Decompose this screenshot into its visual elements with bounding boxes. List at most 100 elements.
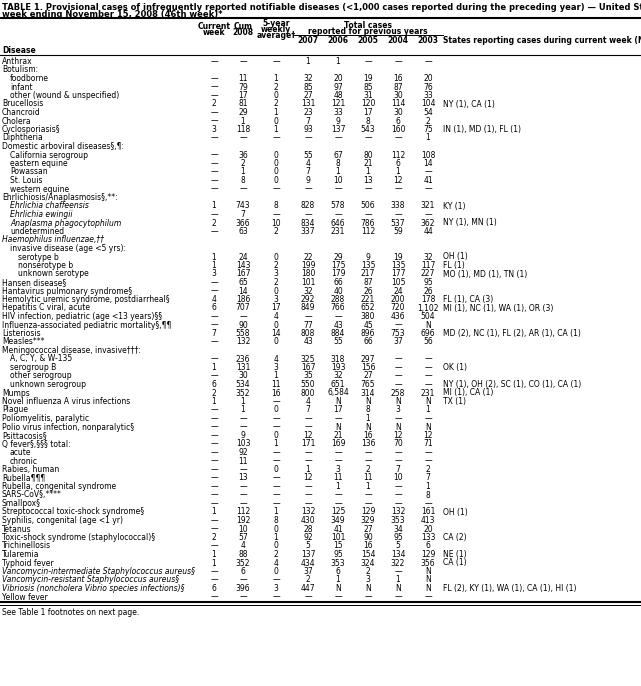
Text: 4: 4: [240, 541, 246, 550]
Text: —: —: [210, 448, 218, 457]
Text: Plague: Plague: [2, 405, 28, 414]
Text: 2: 2: [274, 550, 278, 559]
Text: Yellow fever: Yellow fever: [2, 593, 47, 602]
Text: 3: 3: [395, 405, 401, 414]
Text: KY (1): KY (1): [443, 202, 465, 211]
Text: OK (1): OK (1): [443, 363, 467, 372]
Text: 1: 1: [212, 508, 217, 517]
Text: —: —: [304, 134, 312, 143]
Text: SARS-CoV§,****: SARS-CoV§,****: [2, 490, 62, 499]
Text: N: N: [395, 397, 401, 406]
Text: 20: 20: [423, 74, 433, 83]
Text: 7: 7: [426, 473, 431, 482]
Text: 10: 10: [333, 176, 343, 185]
Text: —: —: [272, 185, 280, 193]
Text: 37: 37: [303, 567, 313, 576]
Text: 133: 133: [420, 533, 435, 542]
Text: —: —: [239, 593, 247, 602]
Text: 0: 0: [274, 117, 278, 126]
Text: 95: 95: [393, 533, 403, 542]
Text: 40: 40: [333, 287, 343, 296]
Text: MI (1), NC (1), WA (1), OR (3): MI (1), NC (1), WA (1), OR (3): [443, 303, 553, 313]
Text: 114: 114: [391, 99, 405, 108]
Text: —: —: [272, 473, 280, 482]
Text: —: —: [364, 185, 372, 193]
Text: 17: 17: [238, 91, 248, 100]
Text: —: —: [424, 167, 432, 176]
Text: NY (1), OH (2), SC (1), CO (1), CA (1): NY (1), OH (2), SC (1), CO (1), CA (1): [443, 380, 581, 389]
Text: —: —: [272, 456, 280, 466]
Text: 103: 103: [236, 440, 250, 449]
Text: 1: 1: [274, 74, 278, 83]
Text: 12: 12: [393, 431, 403, 440]
Text: 30: 30: [393, 91, 403, 100]
Text: FL (1), CA (3): FL (1), CA (3): [443, 295, 494, 304]
Text: 828: 828: [301, 202, 315, 211]
Text: 92: 92: [238, 448, 248, 457]
Text: 12: 12: [393, 176, 403, 185]
Text: 0: 0: [274, 541, 278, 550]
Text: TX (1): TX (1): [443, 397, 466, 406]
Text: 3: 3: [274, 295, 278, 304]
Text: 12: 12: [303, 473, 313, 482]
Text: 353: 353: [390, 516, 405, 525]
Text: —: —: [272, 397, 280, 406]
Text: infant: infant: [10, 82, 33, 91]
Text: 1: 1: [212, 363, 217, 372]
Text: 217: 217: [361, 270, 375, 279]
Text: 9: 9: [335, 117, 340, 126]
Text: 0: 0: [274, 465, 278, 474]
Text: —: —: [272, 448, 280, 457]
Text: Anaplasma phagocytophilum: Anaplasma phagocytophilum: [10, 219, 121, 228]
Text: —: —: [394, 57, 402, 66]
Text: —: —: [210, 74, 218, 83]
Text: 430: 430: [301, 516, 315, 525]
Text: HIV infection, pediatric (age <13 years)§§: HIV infection, pediatric (age <13 years)…: [2, 312, 162, 321]
Text: Vibriosis (noncholera Vibrio species infections)§: Vibriosis (noncholera Vibrio species inf…: [2, 584, 185, 593]
Text: Haemophilus influenzae,††: Haemophilus influenzae,††: [2, 235, 104, 244]
Text: 112: 112: [361, 227, 375, 236]
Text: 8: 8: [365, 405, 370, 414]
Text: —: —: [424, 210, 432, 219]
Text: 1: 1: [336, 576, 340, 584]
Text: —: —: [394, 185, 402, 193]
Text: 1: 1: [274, 508, 278, 517]
Text: Anthrax: Anthrax: [2, 57, 33, 66]
Text: —: —: [210, 490, 218, 499]
Text: —: —: [424, 185, 432, 193]
Text: —: —: [210, 567, 218, 576]
Text: 79: 79: [238, 82, 248, 91]
Text: undetermined: undetermined: [10, 227, 64, 236]
Text: 24: 24: [393, 287, 403, 296]
Text: 177: 177: [391, 270, 405, 279]
Text: —: —: [424, 380, 432, 389]
Text: Cholera: Cholera: [2, 117, 31, 126]
Text: 318: 318: [331, 355, 345, 364]
Text: 36: 36: [238, 150, 248, 160]
Text: —: —: [394, 210, 402, 219]
Text: 2: 2: [212, 99, 217, 108]
Text: —: —: [210, 473, 218, 482]
Text: 85: 85: [363, 82, 373, 91]
Text: —: —: [394, 499, 402, 508]
Text: 1: 1: [306, 57, 310, 66]
Text: —: —: [239, 576, 247, 584]
Text: 66: 66: [333, 278, 343, 287]
Text: 3: 3: [212, 270, 217, 279]
Text: acute: acute: [10, 448, 31, 457]
Text: 169: 169: [331, 440, 345, 449]
Text: 5: 5: [395, 541, 401, 550]
Text: 108: 108: [420, 150, 435, 160]
Text: 156: 156: [361, 363, 375, 372]
Text: 0: 0: [274, 150, 278, 160]
Text: 1: 1: [212, 558, 217, 567]
Text: 193: 193: [331, 363, 345, 372]
Text: 135: 135: [391, 261, 405, 270]
Text: —: —: [304, 414, 312, 423]
Text: 9: 9: [365, 252, 370, 261]
Text: 2: 2: [212, 533, 217, 542]
Text: —: —: [334, 210, 342, 219]
Text: 17: 17: [333, 405, 343, 414]
Text: —: —: [210, 593, 218, 602]
Text: Total cases: Total cases: [344, 21, 392, 30]
